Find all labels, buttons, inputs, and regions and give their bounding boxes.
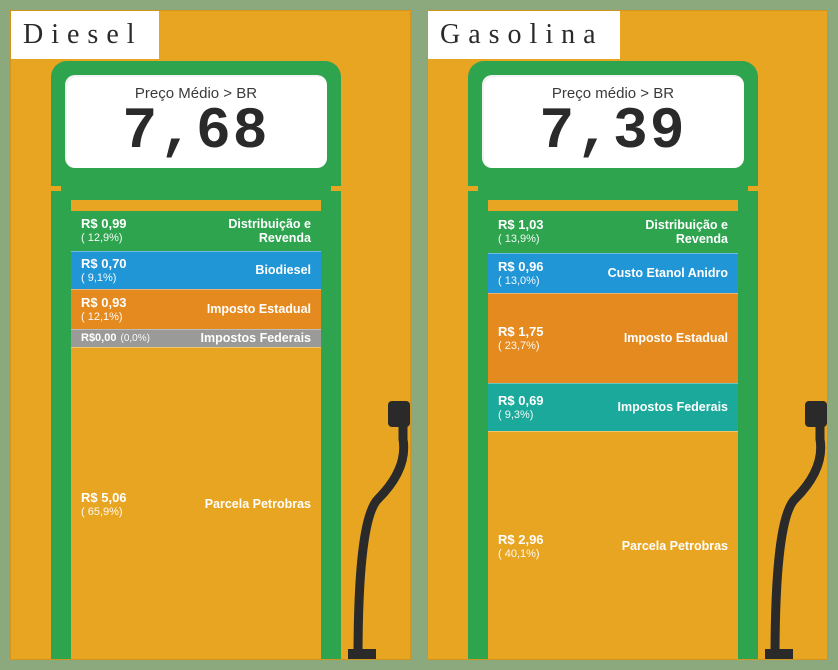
panel-title: Diesel — [11, 11, 159, 59]
pillar-right — [738, 191, 758, 659]
display-price: 7,39 — [496, 104, 730, 162]
segment-value: R$ 0,96( 13,0%) — [498, 260, 544, 288]
segment-value: R$ 0,69( 9,3%) — [498, 394, 544, 422]
diesel-panel: Diesel Preço Médio > BR 7,68 R$ 0,99( 12… — [10, 10, 411, 660]
breakdown-segment: R$ 0,93( 12,1%) Imposto Estadual — [71, 289, 321, 329]
segment-label: Parcela Petrobras — [622, 539, 728, 553]
segment-label: Biodiesel — [255, 263, 311, 277]
pump-head: Preço Médio > BR 7,68 — [51, 61, 341, 186]
segment-label: Custo Etanol Anidro — [608, 266, 728, 280]
pillar-left — [468, 191, 488, 659]
breakdown-segment: R$ 5,06( 65,9%) Parcela Petrobras — [71, 347, 321, 660]
segment-label: Impostos Federais — [201, 331, 311, 345]
segment-label: Impostos Federais — [618, 400, 728, 414]
segment-label: Distribuição e Revenda — [185, 217, 312, 246]
price-breakdown-stack: R$ 1,03( 13,9%)Distribuição e RevendaR$ … — [488, 211, 738, 659]
segment-label: Distribuição e Revenda — [602, 218, 729, 247]
segment-label: Imposto Estadual — [624, 331, 728, 345]
price-display: Preço Médio > BR 7,68 — [65, 75, 327, 168]
breakdown-segment: R$0,00(0,0%) Impostos Federais — [71, 329, 321, 347]
segment-value: R$ 0,99( 12,9%) — [81, 217, 127, 245]
price-breakdown-stack: R$ 0,99( 12,9%)Distribuição e RevendaR$ … — [71, 211, 321, 659]
breakdown-segment: R$ 1,03( 13,9%) Distribuição e Revenda — [488, 211, 738, 253]
pump-body: R$ 0,99( 12,9%)Distribuição e RevendaR$ … — [51, 191, 341, 659]
segment-value: R$ 1,75( 23,7%) — [498, 325, 544, 353]
pillar-left — [51, 191, 71, 659]
breakdown-segment: R$ 0,69( 9,3%) Impostos Federais — [488, 383, 738, 431]
segment-value: R$ 1,03( 13,9%) — [498, 218, 544, 246]
segment-label: Imposto Estadual — [207, 302, 311, 316]
display-price: 7,68 — [79, 104, 313, 162]
breakdown-segment: R$ 0,99( 12,9%) Distribuição e Revenda — [71, 211, 321, 251]
breakdown-segment: R$ 0,70( 9,1%) Biodiesel — [71, 251, 321, 289]
price-display: Preço médio > BR 7,39 — [482, 75, 744, 168]
hose-icon — [765, 399, 828, 659]
breakdown-segment: R$ 1,75( 23,7%) Imposto Estadual — [488, 293, 738, 383]
panel-title: Gasolina — [428, 11, 620, 59]
gasolina-panel: Gasolina Preço médio > BR 7,39 R$ 1,03( … — [427, 10, 828, 660]
pillar-right — [321, 191, 341, 659]
segment-value: R$ 5,06( 65,9%) — [81, 491, 127, 519]
segment-value: R$ 0,70( 9,1%) — [81, 257, 127, 285]
segment-label: Parcela Petrobras — [205, 497, 311, 511]
segment-value: R$ 2,96( 40,1%) — [498, 533, 544, 561]
segment-value: R$0,00(0,0%) — [81, 332, 150, 345]
pump-head: Preço médio > BR 7,39 — [468, 61, 758, 186]
segment-value: R$ 0,93( 12,1%) — [81, 296, 127, 324]
hose-icon — [348, 399, 411, 659]
pump-body: R$ 1,03( 13,9%)Distribuição e RevendaR$ … — [468, 191, 758, 659]
breakdown-segment: R$ 0,96( 13,0%) Custo Etanol Anidro — [488, 253, 738, 293]
breakdown-segment: R$ 2,96( 40,1%) Parcela Petrobras — [488, 431, 738, 660]
